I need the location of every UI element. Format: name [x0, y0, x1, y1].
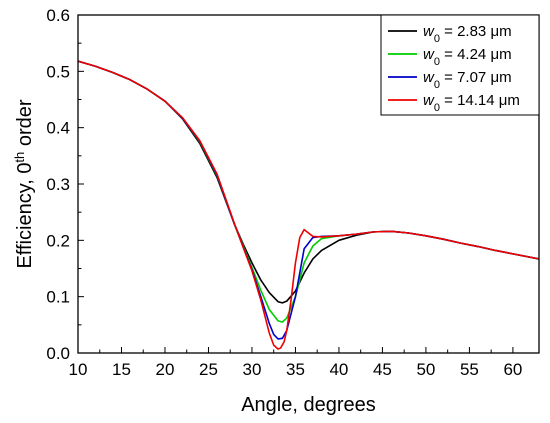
legend-sub: 0	[434, 33, 440, 45]
legend-value: = 2.83	[440, 23, 490, 40]
x-tick-label: 15	[112, 360, 131, 379]
x-tick-label: 35	[286, 360, 305, 379]
legend-unit: μm	[499, 92, 520, 109]
legend-value: = 14.14	[440, 92, 499, 109]
legend-var: w	[423, 23, 435, 40]
x-tick-label: 40	[329, 360, 348, 379]
legend-entry-4: w0 = 14.14 μm	[423, 92, 520, 114]
legend-sub: 0	[434, 102, 440, 114]
x-axis-label: Angle, degrees	[241, 394, 376, 416]
legend-unit: μm	[490, 46, 511, 63]
y-tick-label: 0.6	[46, 6, 70, 25]
legend-sub: 0	[434, 56, 440, 68]
legend-var: w	[423, 69, 435, 86]
legend-entry-1: w0 = 2.83 μm	[423, 23, 512, 45]
series-line-4	[78, 60, 539, 350]
x-tick-label: 45	[373, 360, 392, 379]
y-tick-label: 0.5	[46, 62, 70, 81]
y-axis-label-suffix: order	[14, 99, 36, 152]
y-tick-label: 0.0	[46, 344, 70, 363]
y-tick-label: 0.3	[46, 175, 70, 194]
legend-sub: 0	[434, 79, 440, 91]
legend-value: = 7.07	[440, 69, 490, 86]
series-layer	[78, 60, 539, 350]
y-tick-label: 0.2	[46, 231, 70, 250]
legend-var: w	[423, 46, 435, 63]
y-axis-label: Efficiency, 0th order	[12, 99, 37, 268]
legend-var: w	[423, 92, 435, 109]
x-tick-label: 20	[156, 360, 175, 379]
x-tick-label: 10	[69, 360, 88, 379]
x-tick-label: 25	[199, 360, 218, 379]
y-tick-label: 0.1	[46, 288, 70, 307]
x-tick-label: 60	[503, 360, 522, 379]
legend-unit: μm	[490, 69, 511, 86]
y-axis-label-prefix: Efficiency, 0	[14, 163, 36, 269]
y-tick-label: 0.4	[46, 119, 70, 138]
x-tick-labels: 10 15 20 25 30 35 40 45 50 55 60	[69, 360, 523, 379]
y-tick-labels: 0.0 0.1 0.2 0.3 0.4 0.5 0.6	[46, 6, 70, 363]
legend-value: = 4.24	[440, 46, 490, 63]
legend-entry-2: w0 = 4.24 μm	[423, 46, 512, 68]
legend-entry-3: w0 = 7.07 μm	[423, 69, 512, 91]
legend-unit: μm	[490, 23, 511, 40]
x-tick-label: 30	[243, 360, 262, 379]
y-axis-label-sup: th	[12, 152, 27, 163]
x-tick-label: 50	[416, 360, 435, 379]
x-tick-label: 55	[460, 360, 479, 379]
ticks-layer	[77, 14, 514, 354]
